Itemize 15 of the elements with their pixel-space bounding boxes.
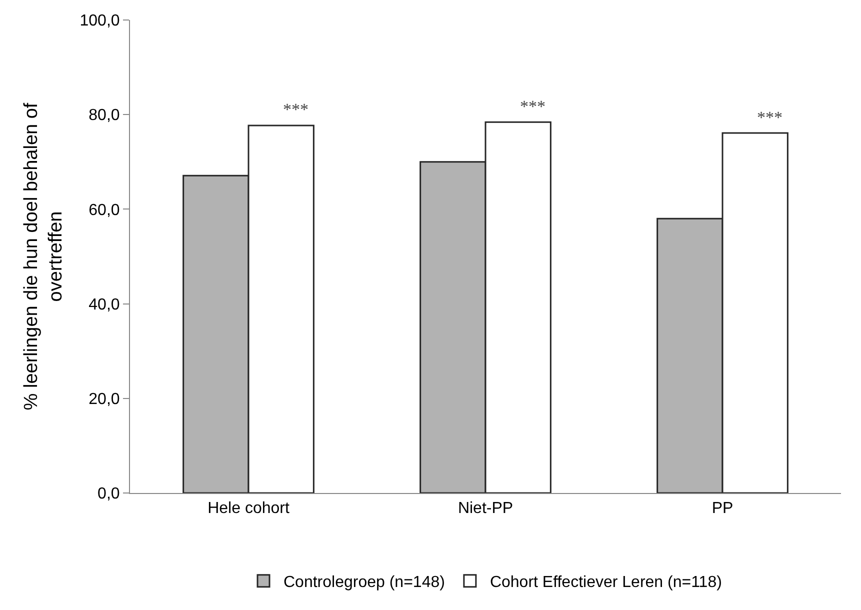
- annotation: ***: [283, 100, 308, 119]
- y-tick-label: 20,0: [88, 391, 120, 408]
- y-tick-label: 60,0: [88, 202, 120, 219]
- x-tick-label: Niet-PP: [458, 500, 514, 518]
- x-tick-label: PP: [712, 500, 734, 518]
- legend-label: Controlegroep (n=148): [284, 574, 445, 592]
- y-tick-label: 40,0: [88, 296, 120, 314]
- y-tick-label: 0,0: [98, 486, 120, 503]
- legend-label: Cohort Effectiever Leren (n=118): [490, 574, 722, 592]
- annotation: ***: [757, 108, 782, 127]
- y-tick-label: 100,0: [80, 12, 120, 30]
- y-tick-label: 80,0: [88, 107, 120, 124]
- annotation: ***: [520, 97, 546, 116]
- x-tick-label: Hele cohort: [208, 500, 290, 518]
- y-axis-title: % leerlingen die hun doel behalen of overtreffen: [20, 102, 67, 410]
